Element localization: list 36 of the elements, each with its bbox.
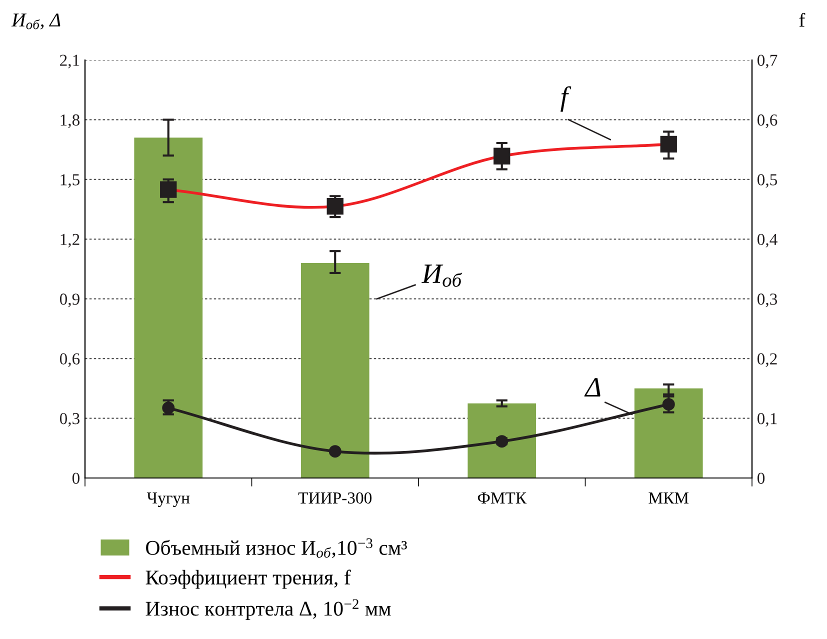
point <box>162 402 175 414</box>
y2-tick-label: 0,1 <box>757 412 777 427</box>
annotation: f <box>560 86 572 112</box>
x-tick-label: МКМ <box>648 492 689 504</box>
annotation: Δ <box>584 378 600 396</box>
bar <box>300 263 370 478</box>
y2-axis-title: f <box>799 12 806 27</box>
x-tick-label: Чугун <box>146 492 190 508</box>
y2-tick-label: 0,6 <box>757 114 778 128</box>
y-tick-label: 1,8 <box>60 114 80 128</box>
y-tick-label: 2,1 <box>60 54 80 68</box>
legend-label: Объемный износ И$_{об}$,10$^{−3}$ см³ <box>146 538 407 558</box>
bar <box>134 138 203 478</box>
y-tick-label: 0,9 <box>60 294 80 308</box>
legend-label: Коэффициент трения, f <box>146 570 351 589</box>
y2-tick-label: 0,7 <box>757 54 778 68</box>
y-axis-title: И$_{об}$, Δ <box>11 14 60 30</box>
legend-label: Износ контртела Δ, 10$^{−2}$ мм <box>146 599 391 620</box>
bar <box>468 403 536 478</box>
y-tick-label: 0,6 <box>60 353 80 367</box>
y2-tick-label: 0,3 <box>757 294 778 308</box>
point <box>662 398 675 411</box>
y-tick-label: 0 <box>72 472 80 484</box>
x-tick-label: ТИИР-300 <box>298 492 372 504</box>
x-tick-label: ФМТК <box>478 492 527 504</box>
y2-tick-label: 0,4 <box>757 234 778 248</box>
point <box>328 445 342 458</box>
y2-tick-label: 0,2 <box>757 353 777 367</box>
y2-tick-label: 0 <box>757 472 765 484</box>
y-tick-label: 1,2 <box>60 234 80 248</box>
y2-tick-label: 0,5 <box>757 174 778 188</box>
point <box>496 435 508 448</box>
annotation: И$_{об}$ <box>422 264 462 287</box>
y-tick-label: 1,5 <box>60 174 80 188</box>
y-tick-label: 0,3 <box>60 412 80 427</box>
bar <box>634 388 703 478</box>
